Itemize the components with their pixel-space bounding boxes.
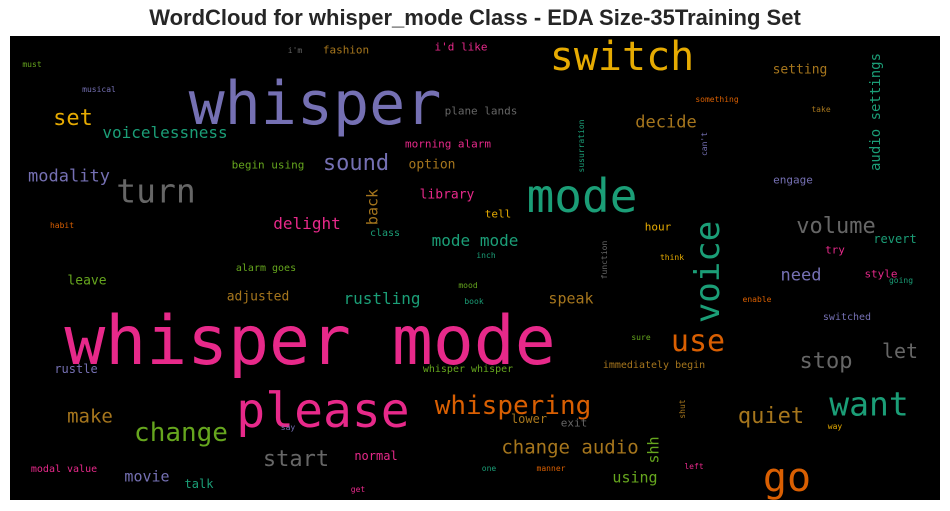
word-something: something (695, 95, 739, 104)
word-setting: setting (772, 62, 828, 78)
word-change: change (134, 418, 228, 448)
word-get: get (350, 485, 366, 494)
word-immediately-begin: immediately begin (602, 360, 706, 371)
word-change-audio: change audio (501, 436, 639, 459)
word-leave: leave (67, 273, 107, 289)
word-whisper-whisper: whisper whisper (422, 364, 514, 375)
word-alarm-goes: alarm goes (235, 263, 297, 274)
word-whisper: whisper (188, 69, 442, 139)
word-option: option (408, 157, 456, 173)
word-sure: sure (631, 333, 651, 342)
word-whisper-mode: whisper mode (64, 302, 556, 381)
word-exit: exit (560, 416, 588, 430)
word-hour: hour (644, 220, 672, 234)
word-going: going (888, 276, 914, 285)
word-class: class (369, 228, 401, 239)
word-book: book (464, 297, 484, 306)
word-say: say (280, 423, 296, 432)
word-mode-mode: mode mode (431, 231, 519, 250)
word-use: use (670, 324, 726, 359)
word-want: want (829, 384, 909, 424)
word-must: must (22, 60, 42, 69)
word-mood: mood (458, 281, 478, 290)
word-function: function (600, 240, 609, 280)
word-plane-lands: plane lands (444, 104, 518, 118)
word-revert: revert (873, 232, 917, 246)
word-morning-alarm: morning alarm (404, 137, 492, 151)
word-please: please (236, 383, 410, 439)
word-enable: enable (742, 295, 772, 304)
word-whispering: whispering (434, 391, 592, 421)
word-voicelessness: voicelessness (102, 123, 228, 142)
word-talk: talk (184, 477, 214, 491)
word-rustle: rustle (54, 362, 98, 376)
word-engage: engage (773, 173, 813, 187)
word-sound: sound (322, 151, 390, 176)
word-one: one (481, 464, 497, 473)
word-modality: modality (28, 166, 110, 187)
word-go: go (762, 455, 812, 500)
word-quiet: quiet (737, 404, 805, 429)
word-stop: stop (799, 349, 853, 374)
word-habit: habit (49, 221, 75, 230)
word-inch: inch (476, 251, 496, 260)
word-need: need (780, 265, 822, 286)
word-shh: shh (644, 436, 663, 464)
word-rustling: rustling (343, 289, 421, 308)
word-mode: mode (526, 169, 638, 223)
word-can-t: can't (700, 131, 709, 157)
word-let: let (881, 339, 919, 363)
word-tell: tell (484, 207, 512, 221)
word-back: back (363, 188, 382, 226)
word-left: left (684, 462, 704, 471)
word-begin-using: begin using (231, 158, 305, 172)
word-take: take (811, 105, 831, 114)
word-i-m: i'm (287, 46, 303, 55)
word-switch: switch (549, 36, 695, 80)
wordcloud-canvas: whisper mode whisper mode please switch voice… (10, 36, 940, 500)
word-normal: normal (354, 449, 398, 463)
word-decide: decide (635, 112, 697, 133)
word-lower: lower (510, 412, 548, 426)
word-susurration: susurration (577, 119, 586, 173)
word-manner: manner (536, 464, 566, 473)
word-using: using (612, 468, 658, 487)
word-voice: voice (688, 220, 728, 324)
word-way: way (827, 422, 843, 431)
word-modal-value: modal value (30, 464, 98, 475)
word-musical: musical (82, 85, 116, 94)
word-fashion: fashion (322, 43, 370, 57)
word-set: set (53, 106, 93, 131)
word-i-d-like: i'd like (434, 40, 488, 54)
word-style: style (864, 267, 898, 281)
word-volume: volume (796, 214, 876, 239)
word-audio-settings: audio settings (868, 52, 884, 172)
word-turn: turn (116, 171, 196, 211)
chart-title: WordCloud for whisper_mode Class - EDA S… (149, 5, 801, 30)
word-switched: switched (822, 312, 872, 323)
word-library: library (419, 187, 475, 203)
word-adjusted: adjusted (226, 289, 290, 305)
word-speak: speak (548, 289, 594, 308)
word-try: try (825, 243, 845, 257)
word-start: start (262, 447, 330, 472)
word-shut: shut (678, 399, 687, 419)
word-make: make (67, 405, 113, 428)
word-delight: delight (273, 214, 341, 233)
word-movie: movie (124, 467, 170, 486)
word-think: think (659, 253, 685, 262)
